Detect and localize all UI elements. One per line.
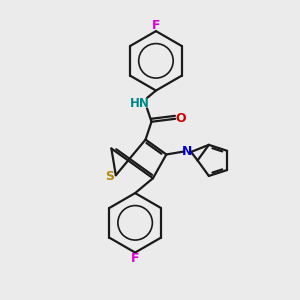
Text: N: N (182, 145, 192, 158)
Text: F: F (131, 252, 140, 265)
Text: HN: HN (130, 98, 149, 110)
Text: F: F (152, 19, 160, 32)
Text: O: O (175, 112, 186, 125)
Text: S: S (105, 170, 114, 183)
